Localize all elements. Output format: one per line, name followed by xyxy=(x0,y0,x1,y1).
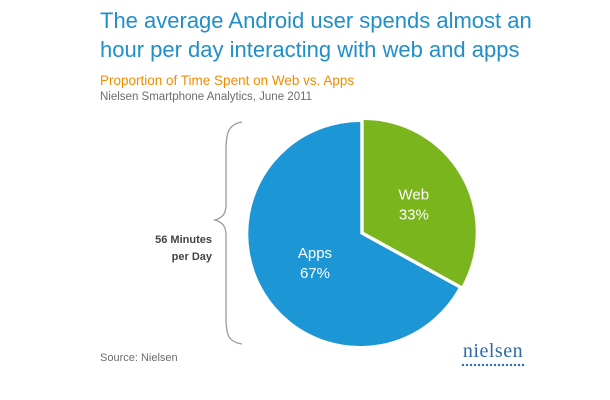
logo-dots-decoration xyxy=(461,363,525,367)
pie-slice-apps xyxy=(248,122,459,347)
title-line-1: The average Android user spends almost a… xyxy=(100,8,532,33)
title-line-2: hour per day interacting with web and ap… xyxy=(100,37,520,62)
chart-subtitle: Proportion of Time Spent on Web vs. Apps xyxy=(100,73,355,88)
slice-value-web: 33% xyxy=(399,206,429,223)
chart-title: The average Android user spends almost a… xyxy=(100,6,600,64)
slice-label-web: Web xyxy=(399,186,430,203)
total-time-label: 56 Minutes per Day xyxy=(122,232,212,266)
nielsen-logo: nielsen xyxy=(458,340,528,367)
source-note: Source: Nielsen xyxy=(100,352,178,364)
total-bracket xyxy=(212,121,243,345)
chart-caption: Nielsen Smartphone Analytics, June 2011 xyxy=(100,91,313,103)
total-time-line-1: 56 Minutes xyxy=(155,234,212,246)
total-time-line-2: per Day xyxy=(171,251,212,263)
slice-value-apps: 67% xyxy=(300,265,330,282)
slice-label-apps: Apps xyxy=(298,245,332,262)
pie-slice-web xyxy=(363,119,476,286)
nielsen-logo-text: nielsen xyxy=(462,340,524,362)
